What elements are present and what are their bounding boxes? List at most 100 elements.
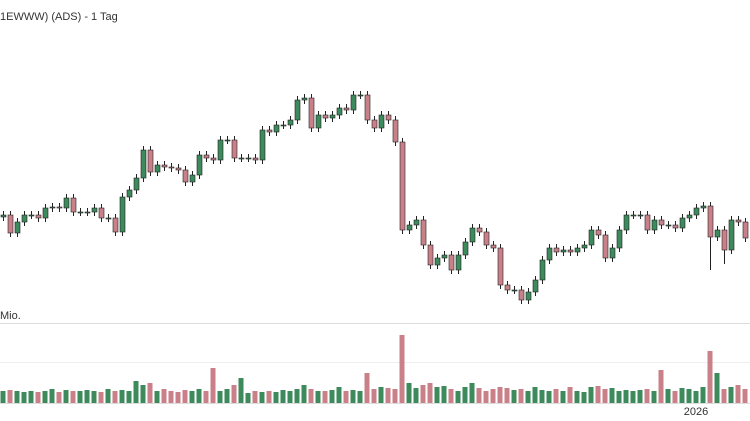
volume-bar [182,390,188,403]
candle-body [266,129,273,133]
candle-body [259,129,266,161]
volume-bar [721,389,727,403]
candle-body [609,247,616,259]
volume-bar [35,392,41,403]
volume-bar [672,391,678,403]
candle-body [427,244,434,266]
volume-bar [343,391,349,403]
candle-body [49,206,56,209]
volume-bar [7,390,13,403]
candle-body [693,207,700,216]
volume-bar [742,389,748,403]
volume-bar [56,392,62,403]
volume-bar [14,391,20,403]
candle-body [518,289,525,301]
candle-body [252,157,259,161]
volume-bar [161,389,167,403]
candle-body [287,119,294,126]
volume-bar [455,391,461,403]
candle-body [196,154,203,176]
volume-bar [483,391,489,403]
candle-body [406,224,413,231]
volume-bar [98,392,104,403]
volume-bar [287,391,293,403]
candle-body [686,214,693,219]
candle-body [14,221,21,234]
volume-bar [301,385,307,403]
volume-bar [357,391,363,403]
volume-bar [105,389,111,403]
volume-bar [553,389,559,403]
candle-body [91,207,98,213]
volume-bar [511,390,517,403]
candle-body [455,254,462,271]
candle-body [504,284,511,291]
candle-body [511,289,518,292]
volume-bar [616,391,622,403]
candle-body [616,229,623,249]
volume-bar [469,383,475,403]
candle-body [70,197,77,213]
volume-bar [476,388,482,403]
candle-body [364,94,371,121]
volume-bar [434,387,440,403]
volume-bar [133,381,139,403]
candle-body [497,247,504,286]
chart-title: 1EWWW) (ADS) - 1 Tag [0,11,118,23]
volume-bar [91,391,97,403]
volume-bar [322,391,328,403]
candle-body [140,149,147,179]
candle-body [581,244,588,249]
candle-body [182,169,189,183]
volume-bar [735,385,741,403]
volume-bar [714,373,720,403]
volume-bar [392,389,398,403]
candle-body [329,114,336,119]
candle-body [77,211,84,214]
volume-bar [28,391,34,403]
volume-bar [665,389,671,403]
candle-body [413,219,420,226]
volume-bar [308,389,314,403]
candle-body [273,124,280,133]
volume-bar [651,391,657,403]
volume-bar [294,389,300,403]
volume-bar [0,391,6,403]
candle-body [42,207,49,219]
volume-bar [623,390,629,403]
volume-bar [588,387,594,403]
volume-bar [581,392,587,403]
candle-body [175,167,182,171]
volume-bar [203,391,209,403]
candle-body [280,124,287,127]
volume-bar [280,390,286,403]
candle-body [238,157,245,160]
volume-bar [77,391,83,403]
volume-bar [224,389,230,403]
candle-body [588,229,595,246]
candle-body [644,214,651,231]
candle-body [147,149,154,173]
volume-bar [350,390,356,403]
candle-body [532,279,539,293]
candle-body [448,254,455,271]
volume-bar [595,386,601,403]
volume-bar [427,383,433,403]
candle-body [28,214,35,217]
volume-bar [497,387,503,403]
candle-body [245,157,252,160]
candle-body [336,107,343,116]
candle-body [672,224,679,229]
volume-bar [406,383,412,403]
volume-bar [217,391,223,403]
candle-body [63,197,70,209]
volume-bar [637,390,643,403]
candle-body [623,214,630,231]
candle-body [539,259,546,281]
volume-bar [147,383,153,403]
candle-body [350,94,357,111]
volume-bar [168,391,174,403]
volume-bar [602,389,608,403]
volume-bar [189,391,195,403]
